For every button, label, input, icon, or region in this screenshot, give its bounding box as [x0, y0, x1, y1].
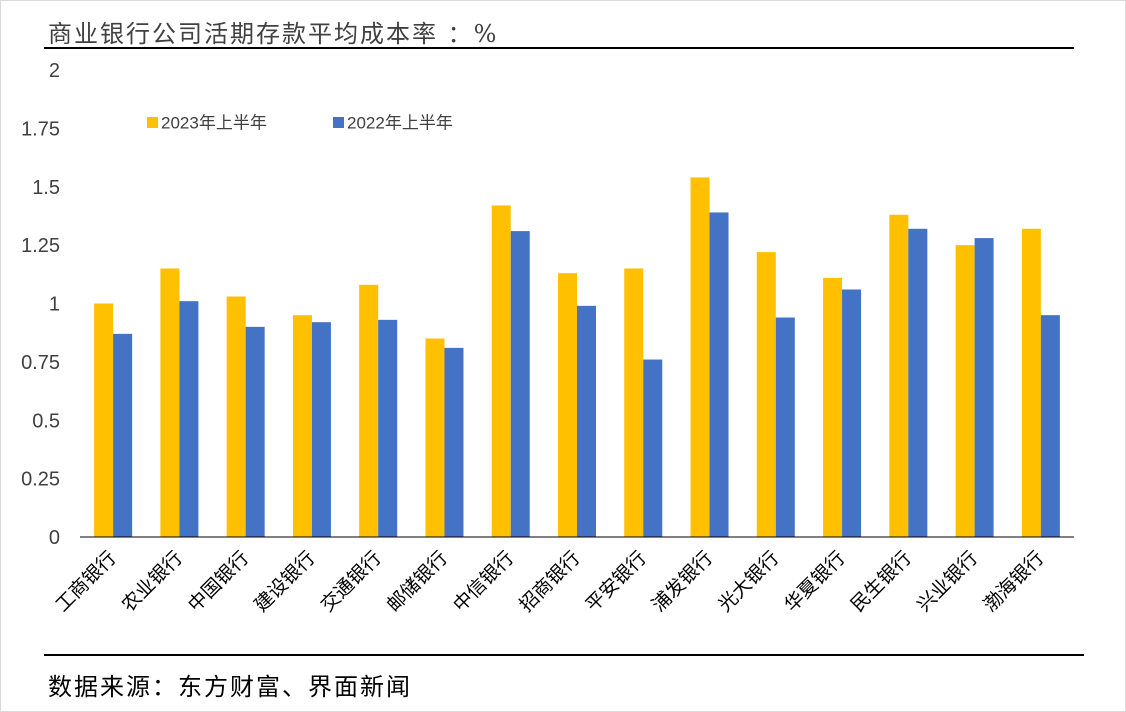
bar-2023: [558, 273, 577, 537]
legend-swatch-2022: [333, 117, 344, 128]
legend-swatch-2023: [147, 117, 158, 128]
x-category-label: 建设银行: [250, 547, 319, 616]
chart-title: 商业银行公司活期存款平均成本率 ：%: [48, 20, 499, 48]
x-category-label: 邮储银行: [383, 547, 452, 616]
legend-label-2022: 2022年上半年: [347, 114, 453, 133]
footer-rule: [44, 654, 1084, 656]
bar-2022: [311, 322, 331, 537]
x-category-label: 民生银行: [847, 547, 916, 616]
y-tick-label: 1.5: [32, 177, 60, 199]
bar-2023: [624, 268, 644, 537]
bar-2023: [491, 205, 511, 537]
bar-2022: [510, 231, 530, 538]
y-tick-label: 1: [49, 294, 60, 316]
y-tick-label: 2: [49, 60, 60, 82]
bar-2023: [226, 296, 246, 537]
bar-2022: [245, 326, 265, 537]
legend-label-2023: 2023年上半年: [161, 114, 267, 133]
x-category-label: 光大银行: [714, 547, 783, 616]
bar-2023: [359, 284, 379, 537]
bar-2022: [378, 319, 398, 537]
y-tick-label: 1.25: [21, 235, 60, 257]
bar-2022: [775, 317, 795, 537]
x-category-label: 中国银行: [184, 547, 253, 616]
bar-2022: [1040, 315, 1060, 537]
x-category-label: 工商银行: [51, 547, 120, 616]
y-tick-label: 1.75: [21, 118, 60, 140]
x-category-label: 兴业银行: [913, 547, 982, 616]
bar-2022: [444, 347, 464, 537]
y-tick-label: 0.5: [32, 410, 60, 432]
bar-2022: [113, 333, 133, 537]
x-category-label: 华夏银行: [780, 547, 849, 616]
y-tick-label: 0.75: [21, 352, 60, 374]
bar-2022: [842, 289, 862, 537]
source-note: 数据来源：东方财富、界面新闻: [48, 673, 412, 701]
bar-2023: [823, 277, 843, 537]
bar-2023: [690, 177, 710, 537]
x-category-label: 招商银行: [515, 547, 584, 616]
bar-2022: [577, 305, 596, 537]
bar-2023: [94, 303, 114, 537]
bar-2023: [756, 252, 776, 537]
bar-2022: [709, 212, 729, 537]
x-category-label: 浦发银行: [648, 547, 717, 616]
x-category-label: 渤海银行: [979, 547, 1048, 616]
bar-2023: [889, 214, 909, 537]
bar-2022: [179, 301, 199, 537]
bar-2023: [955, 245, 975, 537]
bar-2022: [643, 359, 663, 537]
bar-2023: [1021, 228, 1041, 537]
bar-2023: [425, 338, 445, 537]
x-category-label: 交通银行: [316, 547, 385, 616]
title-rule: [44, 47, 1074, 49]
bar-2022: [974, 238, 994, 537]
x-category-label: 农业银行: [118, 547, 187, 616]
y-tick-label: 0: [49, 527, 60, 549]
bar-2023: [160, 268, 180, 537]
x-category-label: 中信银行: [449, 547, 518, 616]
x-category-label: 平安银行: [581, 547, 650, 616]
y-tick-label: 0.25: [21, 469, 60, 491]
bar-2022: [908, 228, 928, 537]
bar-2023: [292, 315, 312, 537]
